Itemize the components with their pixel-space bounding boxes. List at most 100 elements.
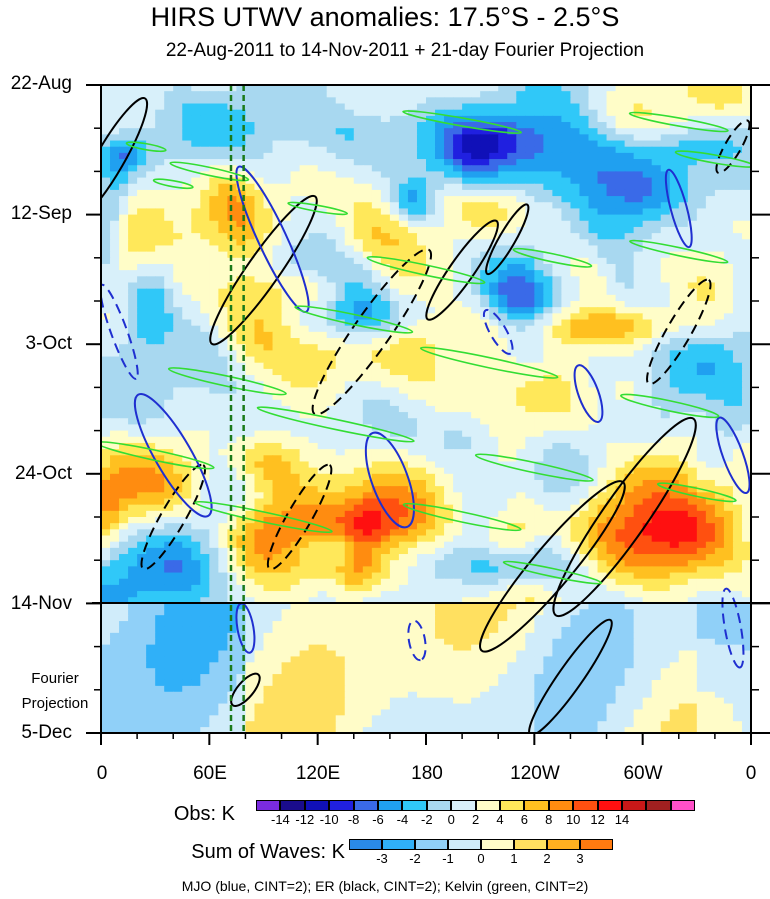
anomaly-cell: [507, 220, 517, 228]
anomaly-cell: [317, 115, 328, 123]
anomaly-cell: [696, 85, 707, 92]
anomaly-cell: [588, 152, 599, 160]
anomaly-cell: [489, 430, 499, 438]
anomaly-cell: [642, 313, 653, 321]
anomaly-cell: [552, 319, 563, 327]
anomaly-cell: [218, 196, 228, 203]
anomaly-cell: [173, 350, 183, 358]
anomaly-cell: [561, 381, 572, 388]
anomaly-cell: [660, 393, 671, 401]
anomaly-cell: [543, 387, 553, 395]
anomaly-cell: [272, 239, 283, 247]
anomaly-cell: [471, 449, 481, 456]
anomaly-cell: [326, 486, 337, 493]
anomaly-cell: [489, 504, 499, 512]
anomaly-cell: [236, 467, 247, 475]
anomaly-cell: [389, 356, 400, 364]
anomaly-cell: [633, 159, 644, 166]
anomaly-cell: [678, 492, 689, 500]
anomaly-cell: [146, 282, 156, 290]
anomaly-cell: [525, 115, 535, 123]
anomaly-cell: [543, 455, 553, 463]
anomaly-cell: [435, 350, 445, 358]
anomaly-cell: [164, 301, 174, 308]
anomaly-cell: [678, 381, 689, 388]
anomaly-cell: [588, 239, 599, 247]
anomaly-cell: [155, 338, 165, 345]
anomaly-cell: [570, 498, 581, 506]
anomaly-cell: [155, 257, 165, 265]
anomaly-cell: [561, 455, 572, 463]
anomaly-cell: [290, 436, 301, 444]
anomaly-cell: [146, 196, 156, 203]
anomaly-cell: [444, 214, 454, 222]
anomaly-cell: [687, 362, 698, 370]
anomaly-cell: [218, 122, 228, 129]
anomaly-cell: [696, 473, 707, 481]
anomaly-cell: [606, 319, 617, 327]
anomaly-cell: [732, 159, 743, 166]
anomaly-cell: [362, 128, 373, 135]
anomaly-cell: [714, 412, 725, 419]
anomaly-cell: [119, 504, 129, 512]
anomaly-cell: [606, 245, 617, 253]
anomaly-cell: [101, 399, 111, 407]
anomaly-cell: [317, 183, 328, 191]
anomaly-cell: [209, 461, 219, 469]
anomaly-cell: [308, 486, 319, 493]
anomaly-cell: [705, 362, 716, 370]
anomaly-cell: [299, 461, 310, 469]
anomaly-cell: [263, 146, 274, 154]
anomaly-cell: [444, 140, 454, 148]
anomaly-cell: [371, 208, 382, 216]
anomaly-cell: [209, 375, 219, 382]
anomaly-cell: [498, 473, 508, 481]
anomaly-cell: [380, 294, 391, 302]
anomaly-cell: [380, 430, 391, 438]
anomaly-cell: [471, 387, 481, 395]
anomaly-cell: [290, 319, 301, 327]
anomaly-cell: [498, 177, 508, 185]
anomaly-cell: [137, 405, 147, 413]
anomaly-cell: [182, 97, 192, 105]
anomaly-cell: [633, 294, 644, 302]
anomaly-cell: [633, 152, 644, 160]
anomaly-cell: [435, 251, 445, 259]
anomaly-cell: [389, 442, 400, 450]
anomaly-cell: [254, 344, 265, 351]
anomaly-cell: [444, 128, 454, 135]
anomaly-cell: [633, 350, 644, 358]
anomaly-cell: [462, 208, 472, 216]
anomaly-cell: [669, 177, 680, 185]
anomaly-cell: [678, 159, 689, 166]
anomaly-cell: [344, 282, 355, 290]
anomaly-cell: [588, 159, 599, 166]
anomaly-cell: [146, 276, 156, 284]
anomaly-cell: [606, 122, 617, 129]
anomaly-cell: [633, 103, 644, 111]
anomaly-cell: [128, 418, 138, 426]
anomaly-cell: [687, 159, 698, 166]
anomaly-cell: [489, 208, 499, 216]
anomaly-cell: [723, 140, 734, 148]
anomaly-cell: [263, 189, 274, 197]
anomaly-cell: [516, 350, 526, 358]
anomaly-cell: [380, 313, 391, 321]
anomaly-cell: [597, 362, 608, 370]
anomaly-cell: [173, 375, 183, 382]
anomaly-cell: [362, 122, 373, 129]
anomaly-cell: [462, 109, 472, 117]
anomaly-cell: [308, 510, 319, 518]
anomaly-cell: [624, 362, 635, 370]
anomaly-cell: [561, 171, 572, 179]
anomaly-cell: [281, 294, 292, 302]
anomaly-cell: [579, 504, 590, 512]
anomaly-cell: [678, 350, 689, 358]
anomaly-cell: [507, 103, 517, 111]
anomaly-cell: [263, 134, 274, 142]
anomaly-cell: [615, 183, 626, 191]
anomaly-cell: [543, 97, 553, 105]
anomaly-cell: [624, 449, 635, 456]
anomaly-cell: [380, 97, 391, 105]
anomaly-cell: [308, 288, 319, 296]
